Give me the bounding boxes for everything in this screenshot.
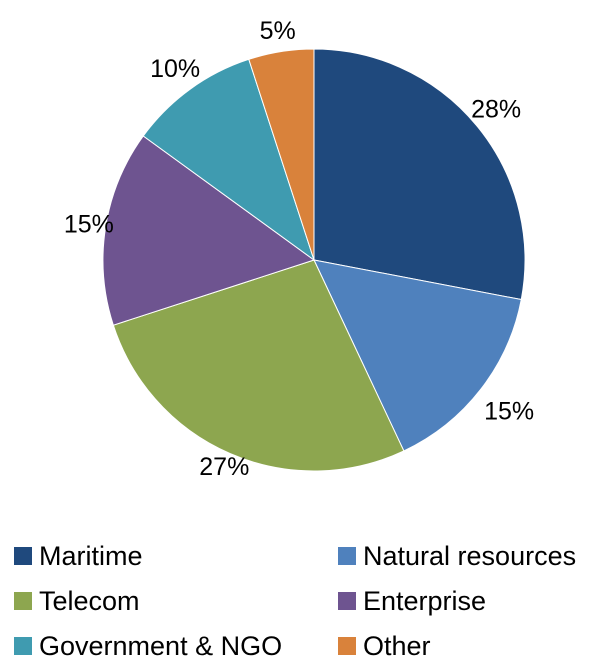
legend-label-government-and-ngo: Government & NGO <box>39 631 282 659</box>
legend-label-other: Other <box>363 631 431 659</box>
pie-slice-other <box>248 48 315 261</box>
data-label-other: 5% <box>260 17 296 45</box>
pie-slices <box>102 48 526 472</box>
pie-slice-enterprise <box>102 135 316 326</box>
data-label-enterprise: 15% <box>64 210 114 238</box>
legend-swatch-maritime <box>14 547 32 565</box>
legend: Maritime Natural resources Telecom Enterpri… <box>14 541 576 661</box>
legend-swatch-government-and-ngo <box>14 637 32 655</box>
legend-item-enterprise: Enterprise <box>338 586 486 616</box>
legend-swatch-enterprise <box>338 592 356 610</box>
legend-label-telecom: Telecom <box>39 586 140 616</box>
legend-label-maritime: Maritime <box>39 541 143 571</box>
legend-swatch-other <box>338 637 356 655</box>
legend-item-telecom: Telecom <box>14 586 140 616</box>
legend-item-maritime: Maritime <box>14 541 143 571</box>
legend-label-natural-resources: Natural resources <box>363 541 576 571</box>
pie-slice-government-and-ngo <box>142 58 315 262</box>
data-label-government-and-ngo: 10% <box>150 55 200 83</box>
legend-item-government-and-ngo: Government & NGO <box>14 631 282 661</box>
pie-data-labels: 28% 15% 27% 15% 10% 5% <box>64 17 534 481</box>
pie-slice-maritime <box>313 48 526 301</box>
pie-slice-natural-resources <box>313 259 522 452</box>
pie-slice-telecom <box>112 259 405 472</box>
legend-item-other: Other <box>338 631 431 661</box>
legend-swatch-telecom <box>14 592 32 610</box>
legend-item-natural-resources: Natural resources <box>338 541 576 571</box>
legend-label-enterprise: Enterprise <box>363 586 486 616</box>
legend-swatch-natural-resources <box>338 547 356 565</box>
data-label-maritime: 28% <box>471 95 521 123</box>
data-label-natural-resources: 15% <box>484 397 534 425</box>
data-label-telecom: 27% <box>199 453 249 481</box>
